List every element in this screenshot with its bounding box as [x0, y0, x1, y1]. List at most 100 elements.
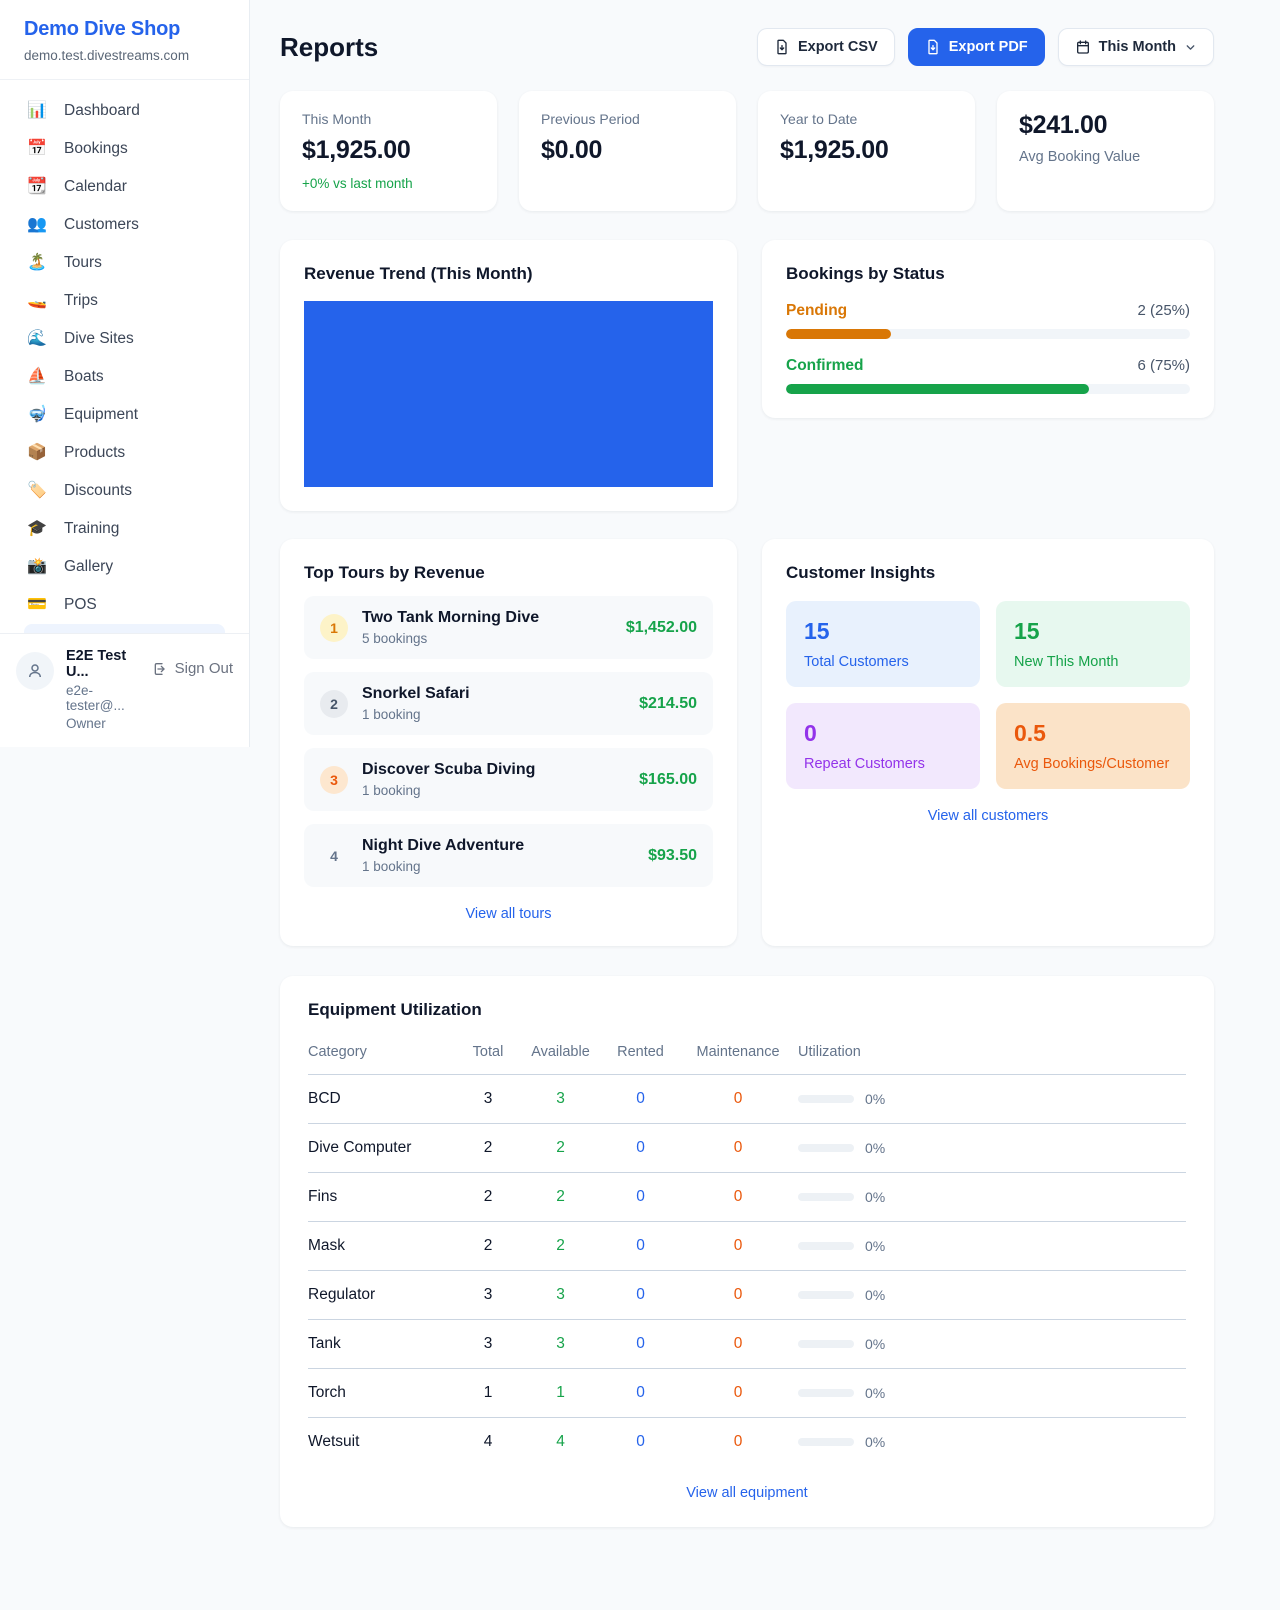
sidebar-item-boats[interactable]: ⛵ Boats	[12, 358, 237, 396]
tour-name: Two Tank Morning Dive	[362, 609, 540, 626]
cell-rented: 0	[603, 1123, 678, 1173]
sidebar-item-label: Dashboard	[64, 102, 140, 119]
sign-out-button[interactable]: Sign Out	[152, 660, 233, 677]
cell-total: 2	[458, 1172, 518, 1222]
tile-repeat-customers: 0 Repeat Customers	[786, 703, 980, 789]
sidebar-item-label: Products	[64, 444, 126, 461]
cell-maintenance: 0	[678, 1123, 798, 1173]
export-csv-label: Export CSV	[797, 39, 878, 55]
utilization-percent: 0%	[865, 1091, 886, 1107]
progress-fill-pending	[786, 329, 892, 339]
utilization-bar	[798, 1340, 854, 1348]
tile-avg-bookings-customer: 0.5 Avg Bookings/Customer	[996, 703, 1190, 789]
sidebar-item-bookings[interactable]: 📅 Bookings	[12, 130, 237, 168]
avatar	[16, 652, 54, 690]
cell-maintenance: 0	[678, 1172, 798, 1222]
sidebar-item-tours[interactable]: 🏝️ Tours	[12, 244, 237, 282]
utilization-bar	[798, 1144, 854, 1152]
sidebar-item-dive-sites[interactable]: 🌊 Dive Sites	[12, 320, 237, 358]
view-all-equipment-link[interactable]: View all equipment	[686, 1485, 808, 1501]
tile-value: 15	[1014, 618, 1040, 644]
table-row: Mask 2 2 0 0 0%	[308, 1221, 1186, 1271]
sign-out-label: Sign Out	[174, 660, 233, 677]
sidebar-item-pos[interactable]: 💳 POS	[12, 586, 237, 624]
tile-label: Avg Bookings/Customer	[1014, 756, 1170, 772]
cell-available: 2	[518, 1123, 603, 1173]
tile-value: 15	[804, 618, 830, 644]
stat-card-previous-period: Previous Period $0.00	[519, 91, 736, 211]
view-all-customers-link[interactable]: View all customers	[927, 808, 1049, 824]
sidebar-item-trips[interactable]: 🚤 Trips	[12, 282, 237, 320]
period-dropdown[interactable]: This Month	[1057, 28, 1214, 66]
stat-value: $241.00	[1019, 111, 1108, 139]
sidebar-item-label: Training	[64, 520, 120, 537]
sailboat-icon: ⛵	[27, 368, 47, 385]
user-role: Owner	[66, 716, 106, 731]
utilization-bar	[798, 1193, 854, 1201]
col-utilization: Utilization	[798, 1044, 861, 1060]
cell-available: 2	[518, 1172, 603, 1222]
cell-rented: 0	[603, 1172, 678, 1222]
camera-icon: 📸	[27, 558, 47, 575]
sidebar-item-training[interactable]: 🎓 Training	[12, 510, 237, 548]
export-csv-button[interactable]: Export CSV	[756, 28, 895, 66]
calendar-date-icon: 📅	[27, 140, 47, 157]
sidebar-item-label: Gallery	[64, 558, 114, 575]
sidebar-item-discounts[interactable]: 🏷️ Discounts	[12, 472, 237, 510]
tour-bookings: 5 bookings	[362, 631, 428, 646]
tour-revenue: $1,452.00	[625, 618, 697, 636]
col-maintenance: Maintenance	[696, 1044, 780, 1060]
cell-category: Regulator	[308, 1270, 458, 1320]
page-header: Reports Export CSV Export PDF This Month	[280, 28, 1214, 66]
cell-maintenance: 0	[678, 1417, 798, 1466]
speedboat-icon: 🚤	[27, 292, 47, 309]
sidebar-item-label: Dive Sites	[64, 330, 134, 347]
cell-total: 2	[458, 1123, 518, 1173]
brand-block: Demo Dive Shop demo.test.divestreams.com	[0, 0, 249, 80]
sidebar-item-products[interactable]: 📦 Products	[12, 434, 237, 472]
stat-card-this-month: This Month $1,925.00 +0% vs last month	[280, 91, 497, 211]
cell-available: 4	[518, 1417, 603, 1466]
cell-category: Tank	[308, 1319, 458, 1369]
utilization-percent: 0%	[865, 1140, 886, 1156]
tile-value: 0.5	[1014, 720, 1046, 746]
tour-revenue: $214.50	[639, 694, 697, 712]
tag-icon: 🏷️	[27, 482, 47, 499]
status-row-pending: Pending 2 (25%)	[786, 302, 1190, 339]
export-pdf-label: Export PDF	[948, 39, 1028, 55]
sidebar-item-customers[interactable]: 👥 Customers	[12, 206, 237, 244]
tile-value: 0	[804, 720, 817, 746]
table-row: Dive Computer 2 2 0 0 0%	[308, 1123, 1186, 1173]
table-row: Regulator 3 3 0 0 0%	[308, 1270, 1186, 1320]
revenue-trend-title: Revenue Trend (This Month)	[304, 264, 533, 283]
sidebar-item-label: Tours	[64, 254, 102, 271]
sidebar-item-label: Equipment	[64, 406, 139, 423]
cell-available: 1	[518, 1368, 603, 1418]
cell-available: 3	[518, 1319, 603, 1369]
cell-rented: 0	[603, 1319, 678, 1369]
calendar-icon	[1076, 40, 1089, 54]
equipment-table: Category Total Available Rented Maintena…	[308, 1032, 1186, 1466]
bookings-by-status-card: Bookings by Status Pending 2 (25%) Confi…	[762, 240, 1214, 418]
sidebar-item-calendar[interactable]: 📆 Calendar	[12, 168, 237, 206]
cell-rented: 0	[603, 1270, 678, 1320]
utilization-percent: 0%	[865, 1434, 886, 1450]
export-pdf-button[interactable]: Export PDF	[907, 28, 1045, 66]
sidebar-item-gallery[interactable]: 📸 Gallery	[12, 548, 237, 586]
sidebar-item-equipment[interactable]: 🤿 Equipment	[12, 396, 237, 434]
period-label: This Month	[1098, 39, 1176, 55]
cell-category: Dive Computer	[308, 1123, 458, 1173]
bookings-by-status-title: Bookings by Status	[786, 264, 945, 283]
tour-bookings: 1 booking	[362, 859, 421, 874]
tour-row: 1 Two Tank Morning Dive 5 bookings $1,45…	[304, 596, 713, 659]
chevron-down-icon	[1186, 44, 1195, 50]
table-row: Tank 3 3 0 0 0%	[308, 1319, 1186, 1369]
sidebar: Demo Dive Shop demo.test.divestreams.com…	[0, 0, 250, 747]
rank-badge: 2	[320, 689, 348, 718]
header-actions: Export CSV Export PDF This Month	[756, 28, 1214, 66]
cell-category: Wetsuit	[308, 1417, 458, 1466]
utilization-bar	[798, 1438, 854, 1446]
sidebar-nav: 📊 Dashboard 📅 Bookings 📆 Calendar 👥 Cust…	[0, 80, 249, 633]
view-all-tours-link[interactable]: View all tours	[465, 906, 552, 922]
sidebar-item-dashboard[interactable]: 📊 Dashboard	[12, 92, 237, 130]
